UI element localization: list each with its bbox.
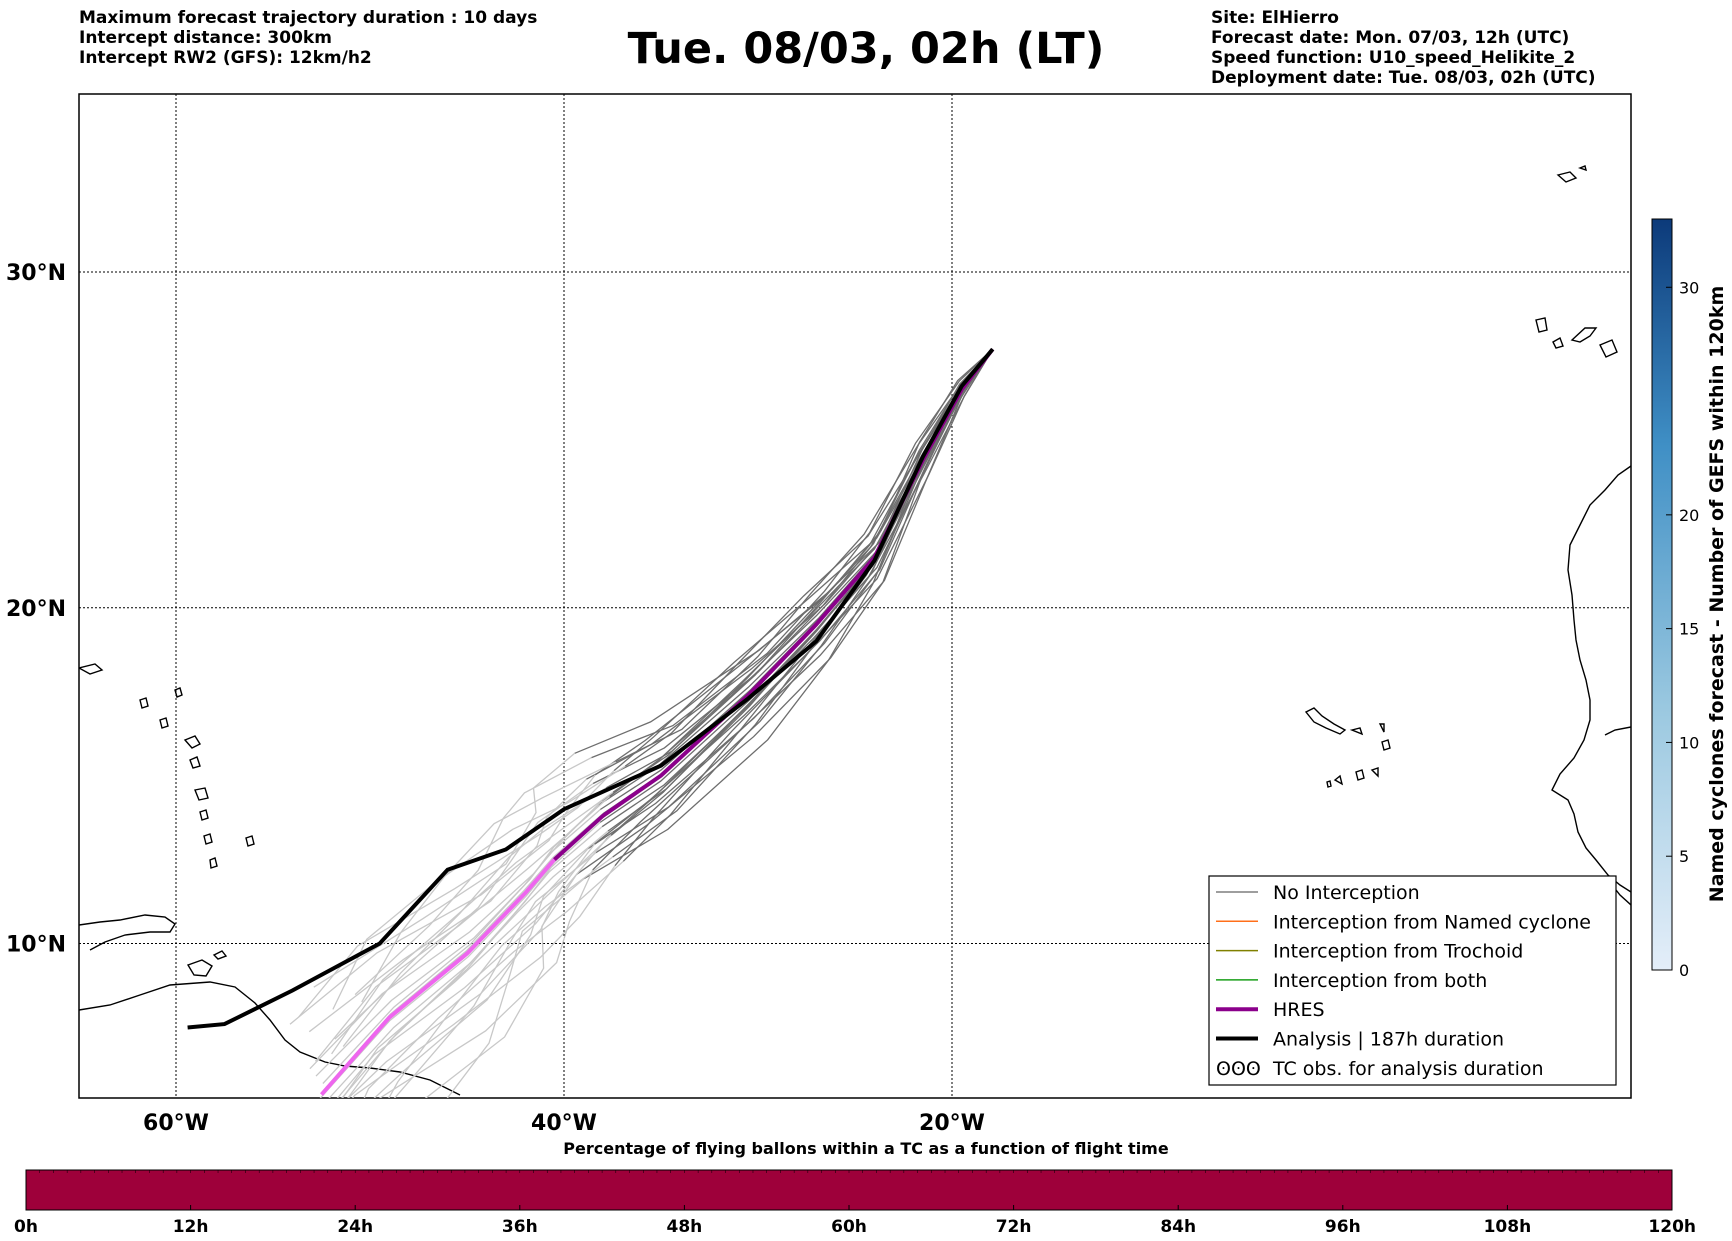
colorbar-right-tick-label: 20 bbox=[1679, 506, 1699, 525]
colorbar-right-tick-label: 0 bbox=[1679, 961, 1689, 980]
ensemble-track-late bbox=[341, 834, 612, 1098]
page-title: Tue. 08/03, 02h (LT) bbox=[0, 24, 1732, 74]
colorbar-bottom-tick-label: 108h bbox=[1484, 1217, 1532, 1237]
ensemble-track-late bbox=[331, 791, 614, 1055]
ensemble-track-late bbox=[332, 765, 626, 1010]
canary-islands bbox=[1535, 317, 1618, 358]
colorbar-bottom-tick-label: 36h bbox=[502, 1217, 538, 1237]
colorbar-bottom-bar bbox=[25, 1169, 1673, 1211]
ensemble-track-early bbox=[615, 348, 994, 763]
island-trinidad bbox=[186, 959, 213, 977]
colorbar-bottom-tick-label: 0h bbox=[14, 1217, 38, 1237]
ensemble-track-late bbox=[363, 860, 624, 1098]
ensemble-track-late bbox=[341, 826, 603, 1098]
analysis-track bbox=[187, 347, 995, 1030]
ensemble-track-late bbox=[334, 782, 594, 1040]
legend-label: Interception from Named cyclone bbox=[1273, 911, 1591, 933]
colorbar-right-gradient bbox=[1651, 218, 1673, 971]
colorbar-right-label: Named cyclones forecast - Number of GEFS… bbox=[1706, 286, 1728, 903]
ensemble-track-early bbox=[574, 348, 994, 754]
colorbar-right-tick-label: 5 bbox=[1679, 847, 1689, 866]
coastline-south-america bbox=[79, 981, 461, 1096]
header-intercept-distance: Intercept distance: 300km bbox=[79, 28, 332, 48]
colorbar-bottom-tick-label: 48h bbox=[667, 1217, 703, 1237]
ensemble-track-late bbox=[308, 778, 587, 1033]
legend-label: HRES bbox=[1273, 999, 1325, 1021]
legend-symbol-tc-obs: ʘʘʘ bbox=[1216, 1058, 1261, 1080]
ensemble-track-late bbox=[342, 787, 607, 1047]
colorbar-right-tick-label: 15 bbox=[1679, 620, 1699, 639]
legend-label: Interception from Trochoid bbox=[1273, 941, 1523, 963]
lat-label: 10°N bbox=[6, 933, 66, 958]
lon-label: 40°W bbox=[531, 1111, 597, 1136]
ensemble-track-late bbox=[322, 809, 601, 1084]
colorbar-bottom-tick-label: 72h bbox=[996, 1217, 1032, 1237]
lat-label: 30°N bbox=[6, 261, 66, 286]
colorbar-bottom: Percentage of flying ballons within a TC… bbox=[14, 1139, 1696, 1237]
hres-track-late bbox=[319, 858, 556, 1096]
ensemble-track-late bbox=[347, 843, 596, 1098]
colorbar-bottom-tick-label: 96h bbox=[1325, 1217, 1361, 1237]
colorbar-bottom-tick-label: 24h bbox=[337, 1217, 373, 1237]
island-tobago bbox=[212, 950, 228, 960]
colorbar-bottom-tick-label: 120h bbox=[1648, 1217, 1696, 1237]
header-intercept-rw2: Intercept RW2 (GFS): 12km/h2 bbox=[79, 48, 372, 68]
page-title-text: Tue. 08/03, 02h (LT) bbox=[627, 24, 1105, 74]
lat-label: 20°N bbox=[6, 597, 66, 622]
colorbar-bottom-tick-label: 84h bbox=[1160, 1217, 1196, 1237]
header-speed-function: Speed function: U10_speed_Helikite_2 bbox=[1211, 48, 1576, 68]
lon-label: 60°W bbox=[143, 1111, 209, 1136]
header-max-duration: Maximum forecast trajectory duration : 1… bbox=[79, 8, 538, 28]
legend: No Interception Interception from Named c… bbox=[1208, 875, 1617, 1086]
colorbar-bottom-title: Percentage of flying ballons within a TC… bbox=[563, 1139, 1169, 1158]
ensemble-track-late bbox=[373, 847, 589, 1098]
colorbar-bottom-tick-label: 12h bbox=[173, 1217, 209, 1237]
legend-label: Interception from both bbox=[1273, 970, 1487, 992]
header-site: Site: ElHierro bbox=[1211, 8, 1339, 28]
lon-label: 20°W bbox=[919, 1111, 985, 1136]
header-left-info: Maximum forecast trajectory duration : 1… bbox=[79, 8, 537, 68]
header-forecast-date: Forecast date: Mon. 07/03, 12h (UTC) bbox=[1211, 28, 1570, 48]
trajectory-tracks bbox=[187, 347, 995, 1098]
islands-lesser-antilles bbox=[139, 687, 255, 869]
madeira bbox=[1556, 165, 1587, 183]
legend-label: TC obs. for analysis duration bbox=[1272, 1058, 1544, 1080]
colorbar-bottom-tick-label: 60h bbox=[831, 1217, 867, 1237]
header-right-info: Site: ElHierro Forecast date: Mon. 07/03… bbox=[1211, 8, 1596, 88]
header-deployment-date: Deployment date: Tue. 08/03, 02h (UTC) bbox=[1211, 68, 1596, 88]
coastline-africa bbox=[1551, 465, 1631, 893]
legend-label: Analysis | 187h duration bbox=[1273, 1029, 1504, 1051]
ensemble-track-late bbox=[336, 839, 607, 1098]
colorbar-right: 0 5 10 15 20 30 Named cyclones forecast - Num… bbox=[1651, 218, 1728, 980]
colorbar-right-tick-label: 10 bbox=[1679, 733, 1699, 752]
coastline-africa-senegal bbox=[1604, 726, 1631, 736]
ensemble-track-late bbox=[361, 761, 616, 1003]
ensemble-track-late bbox=[424, 873, 578, 1098]
legend-label: No Interception bbox=[1273, 882, 1420, 904]
coastline-caribbean-coast bbox=[79, 914, 176, 951]
ensemble-track-early bbox=[591, 348, 994, 759]
ensemble-track-late bbox=[351, 865, 616, 1098]
ensemble-track-early bbox=[592, 348, 994, 871]
cape-verde-islands bbox=[1304, 707, 1391, 788]
colorbar-right-tick-label: 30 bbox=[1679, 278, 1699, 297]
ensemble-track-late bbox=[378, 869, 594, 1098]
legend-box bbox=[1208, 875, 1617, 1086]
axis-labels: 10°N 20°N 30°N 60°W 40°W 20°W bbox=[6, 261, 985, 1136]
ensemble-track-late bbox=[446, 878, 585, 1098]
ensemble-track-late bbox=[328, 821, 601, 1098]
island-puerto-rico bbox=[79, 663, 104, 675]
